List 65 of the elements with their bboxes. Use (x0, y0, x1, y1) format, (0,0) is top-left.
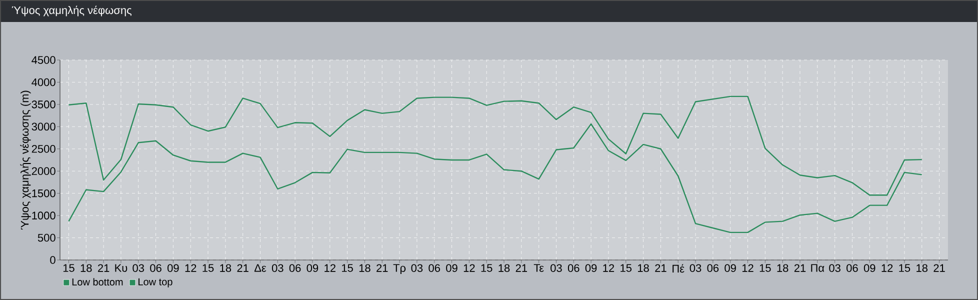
x-tick-label: 09 (168, 264, 179, 272)
y-tick-label: 3500 (32, 100, 56, 108)
x-tick-label: 12 (185, 264, 196, 272)
x-tick-label: 15 (63, 264, 74, 272)
x-tick-label: 12 (742, 264, 754, 272)
x-tick-label: Τρ (393, 264, 406, 274)
x-tick-label: 18 (916, 264, 928, 272)
x-tick-label: 18 (498, 264, 510, 272)
x-tick-label: 12 (324, 264, 336, 272)
legend-label: Low top (138, 278, 172, 288)
x-tick-label: Τε (534, 264, 544, 272)
x-tick-label: 21 (237, 264, 248, 272)
x-tick-label: 21 (376, 264, 388, 272)
x-tick-label: 09 (446, 264, 458, 272)
x-tick-label: 03 (690, 264, 702, 272)
x-tick-label: 06 (289, 264, 301, 272)
x-tick-label: 03 (272, 264, 284, 272)
y-tick-label: 0 (50, 256, 56, 264)
x-tick-label: 15 (202, 264, 214, 272)
x-tick-label: 12 (882, 264, 893, 272)
x-tick-label: 03 (550, 264, 562, 272)
x-tick-label: 18 (638, 264, 649, 272)
x-tick-label: 06 (428, 264, 440, 272)
x-tick-label: 03 (829, 264, 840, 272)
x-tick-label: 09 (864, 264, 876, 272)
y-tick-label: 4500 (32, 56, 56, 64)
chart-title: Ύψος χαμηλής νέφωσης (12, 6, 132, 16)
y-tick-label: 1500 (32, 189, 56, 198)
y-tick-label: 2000 (32, 167, 56, 175)
y-tick-label: 4000 (32, 78, 56, 86)
x-tick-label: 21 (516, 264, 527, 272)
x-tick-label: 09 (585, 264, 597, 272)
x-tick-label: 15 (481, 264, 492, 272)
x-tick-label: Κυ (115, 264, 128, 272)
legend-label: Low bottom (72, 278, 123, 286)
x-tick-label: 03 (132, 264, 144, 272)
x-tick-label: Πέ (672, 264, 684, 273)
y-tick-label: 3000 (32, 122, 56, 131)
x-tick-label: 18 (80, 264, 92, 272)
x-tick-label: 06 (150, 264, 162, 272)
x-tick-label: 15 (620, 264, 632, 272)
x-tick-label: 12 (603, 264, 614, 272)
y-tick-label: 2500 (32, 145, 56, 153)
x-tick-label: 09 (724, 264, 736, 272)
x-tick-label: Δε (254, 264, 266, 272)
x-tick-label: 15 (342, 264, 353, 272)
x-tick-label: 21 (655, 264, 666, 272)
x-tick-label: 03 (411, 264, 423, 272)
x-tick-label: 15 (899, 264, 910, 272)
y-axis-title: Ύψος χαμηλής νέφωσης (m) (20, 90, 31, 230)
y-tick-label: 1000 (32, 212, 56, 220)
x-tick-label: 18 (220, 264, 232, 272)
x-tick-label: 18 (359, 264, 370, 272)
x-tick-label: 06 (707, 264, 719, 272)
x-tick-label: 09 (306, 264, 318, 272)
x-tick-label: 06 (568, 264, 580, 272)
x-tick-label: 15 (760, 264, 771, 272)
x-tick-label: 06 (846, 264, 858, 272)
x-tick-label: Πα (811, 264, 824, 272)
y-tick-label: 500 (38, 234, 56, 242)
x-tick-label: 21 (98, 264, 110, 272)
x-tick-label: 21 (934, 264, 945, 272)
x-tick-label: 21 (794, 264, 806, 272)
x-tick-label: 12 (464, 264, 475, 272)
x-tick-label: 18 (777, 264, 788, 272)
